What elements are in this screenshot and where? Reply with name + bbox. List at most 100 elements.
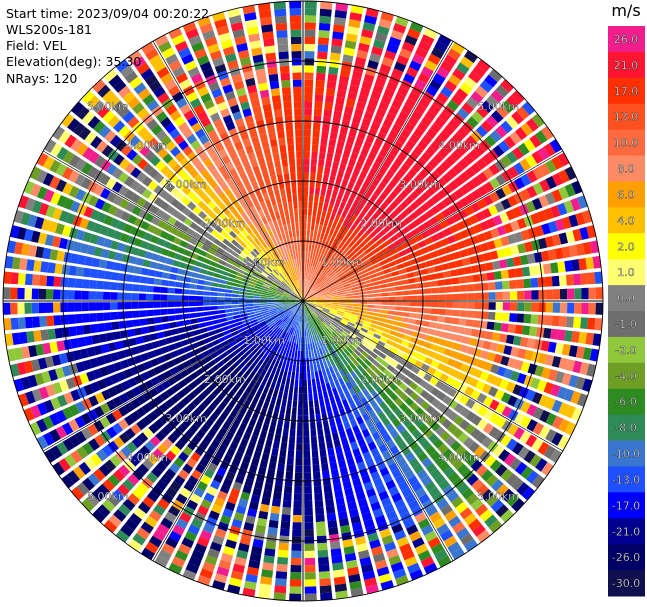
velocity-cell: [279, 225, 285, 233]
velocity-cell: [389, 248, 399, 256]
velocity-cell: [309, 296, 317, 299]
velocity-cell: [30, 230, 41, 243]
velocity-cell: [564, 260, 573, 272]
velocity-cell: [463, 355, 473, 364]
velocity-cell: [297, 314, 300, 322]
velocity-cell: [207, 248, 217, 256]
velocity-cell: [216, 566, 230, 577]
velocity-cell: [396, 457, 407, 468]
velocity-cell: [303, 265, 305, 273]
velocity-cell: [325, 367, 331, 376]
velocity-cell: [489, 177, 501, 190]
velocity-cell: [384, 206, 394, 215]
velocity-cell: [490, 227, 500, 238]
velocity-cell: [274, 15, 287, 24]
velocity-cell: [305, 287, 308, 295]
velocity-cell: [133, 507, 147, 520]
velocity-cell: [226, 281, 234, 286]
velocity-cell: [592, 255, 602, 269]
velocity-cell: [257, 278, 265, 284]
velocity-cell: [345, 98, 356, 108]
velocity-cell: [156, 523, 170, 536]
velocity-cell: [506, 151, 518, 164]
velocity-cell: [483, 409, 495, 421]
velocity-cell: [280, 339, 286, 347]
velocity-cell: [245, 145, 254, 154]
velocity-cell: [408, 237, 418, 246]
velocity-cell: [327, 145, 335, 155]
velocity-cell: [341, 278, 349, 284]
velocity-cell: [179, 434, 190, 445]
velocity-cell: [45, 289, 54, 300]
velocity-cell: [324, 295, 332, 298]
velocity-cell: [207, 163, 217, 174]
velocity-cell: [146, 118, 159, 131]
velocity-cell: [161, 380, 171, 390]
velocity-cell: [389, 346, 399, 354]
velocity-cell: [396, 134, 407, 145]
velocity-cell: [17, 272, 26, 285]
velocity-cell: [513, 398, 525, 410]
velocity-cell: [279, 528, 290, 537]
velocity-cell: [72, 122, 86, 136]
velocity-cell: [262, 326, 270, 333]
velocity-cell: [324, 337, 330, 345]
velocity-cell: [453, 391, 464, 402]
velocity-cell: [329, 366, 335, 375]
velocity-cell: [28, 345, 38, 358]
velocity-cell: [169, 243, 179, 252]
velocity-cell: [376, 325, 385, 332]
velocity-cell: [343, 267, 351, 274]
velocity-cell: [345, 293, 353, 297]
velocity-cell: [326, 259, 333, 267]
velocity-cell: [291, 320, 296, 328]
velocity-cell: [149, 80, 162, 92]
velocity-cell: [211, 456, 221, 466]
velocity-cell: [314, 341, 319, 350]
velocity-cell: [325, 278, 332, 285]
velocity-cell: [268, 519, 279, 529]
velocity-cell: [253, 296, 261, 299]
velocity-cell: [322, 309, 329, 314]
velocity-cell: [290, 259, 294, 267]
velocity-cell: [216, 467, 227, 477]
velocity-cell: [373, 114, 384, 125]
velocity-cell: [324, 296, 332, 299]
velocity-cell: [391, 174, 402, 184]
velocity-cell: [385, 136, 395, 146]
velocity-cell: [112, 396, 123, 407]
velocity-cell: [240, 461, 249, 471]
velocity-cell: [296, 307, 301, 314]
velocity-cell: [51, 354, 62, 366]
velocity-cell: [392, 368, 401, 377]
velocity-cell: [327, 447, 335, 457]
velocity-cell: [383, 185, 393, 195]
velocity-cell: [219, 352, 228, 360]
velocity-cell: [169, 273, 178, 281]
velocity-cell: [240, 220, 248, 229]
velocity-cell: [142, 334, 151, 343]
velocity-cell: [557, 152, 570, 167]
velocity-cell: [137, 463, 149, 476]
velocity-cell: [191, 41, 205, 53]
velocity-cell: [288, 245, 293, 253]
velocity-cell: [312, 267, 316, 275]
velocity-cell: [365, 333, 373, 340]
velocity-cell: [411, 351, 421, 359]
velocity-cell: [456, 220, 466, 231]
velocity-cell: [318, 239, 323, 247]
velocity-cell: [326, 344, 332, 352]
velocity-cell: [400, 79, 412, 91]
velocity-cell: [212, 56, 225, 68]
velocity-cell: [253, 308, 261, 312]
velocity-cell: [87, 115, 101, 129]
velocity-cell: [308, 281, 312, 288]
velocity-cell: [160, 517, 174, 530]
velocity-cell: [287, 252, 292, 261]
velocity-cell: [257, 218, 264, 227]
velocity-cell: [164, 79, 177, 91]
velocity-cell: [282, 94, 292, 102]
velocity-cell: [355, 275, 363, 281]
velocity-cell: [466, 246, 476, 256]
velocity-cell: [503, 368, 514, 380]
